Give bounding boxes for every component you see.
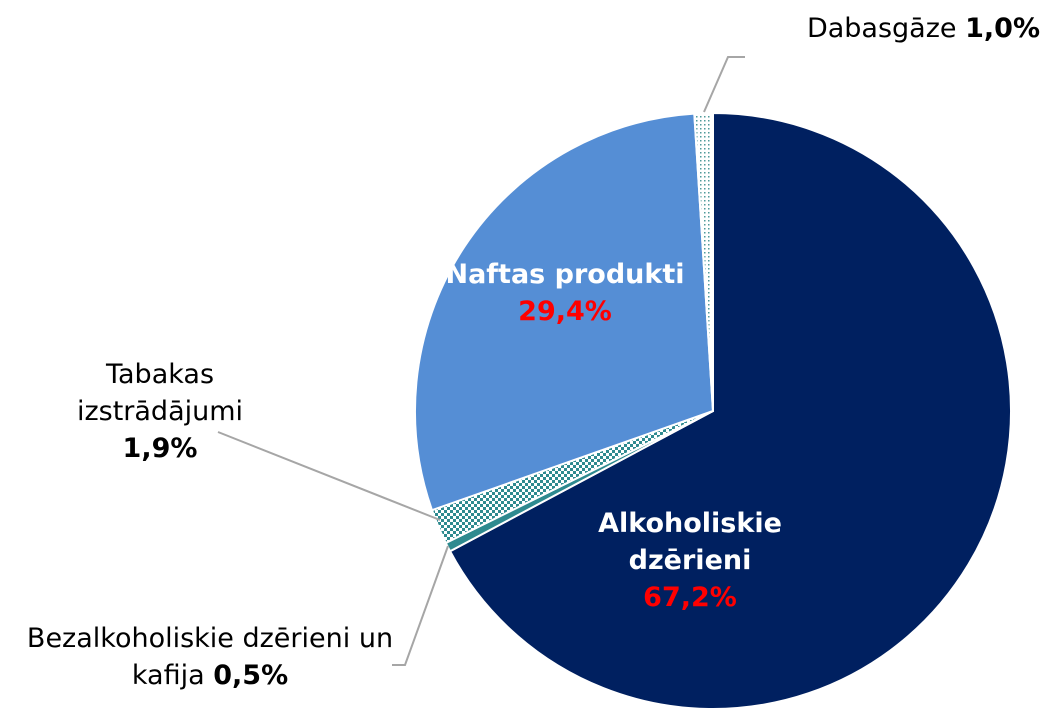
- slice-label: Naftas produkti 29,4%: [430, 256, 700, 330]
- slice-label: Alkoholiskie dzērieni 67,2%: [540, 505, 840, 616]
- slice-label: Bezalkoholiskie dzērieni un kafija 0,5%: [10, 620, 410, 694]
- slice-label: Dabasgāze 1,0%: [700, 10, 1040, 47]
- category-name: Naftas produkti: [445, 259, 685, 290]
- category-name: Alkoholiskie dzērieni: [598, 508, 782, 576]
- leader-line: [392, 545, 449, 666]
- value-label: 29,4%: [518, 296, 612, 327]
- value-label: 67,2%: [643, 582, 737, 613]
- category-name: Dabasgāze: [806, 13, 957, 44]
- value-label: 1,9%: [122, 433, 198, 464]
- slice-label: Tabakas izstrādājumi 1,9%: [30, 356, 290, 467]
- value-label: 0,5%: [213, 660, 289, 691]
- pie-slice: [693, 111, 714, 412]
- pie-slice: [414, 112, 715, 512]
- category-name: Tabakas izstrādājumi: [76, 359, 244, 427]
- pie-slice: [448, 111, 1012, 710]
- value-label: 1,0%: [965, 13, 1040, 44]
- leader-line: [217, 431, 441, 521]
- category-name: Bezalkoholiskie dzērieni un kafija: [26, 623, 394, 691]
- leader-line: [703, 56, 745, 113]
